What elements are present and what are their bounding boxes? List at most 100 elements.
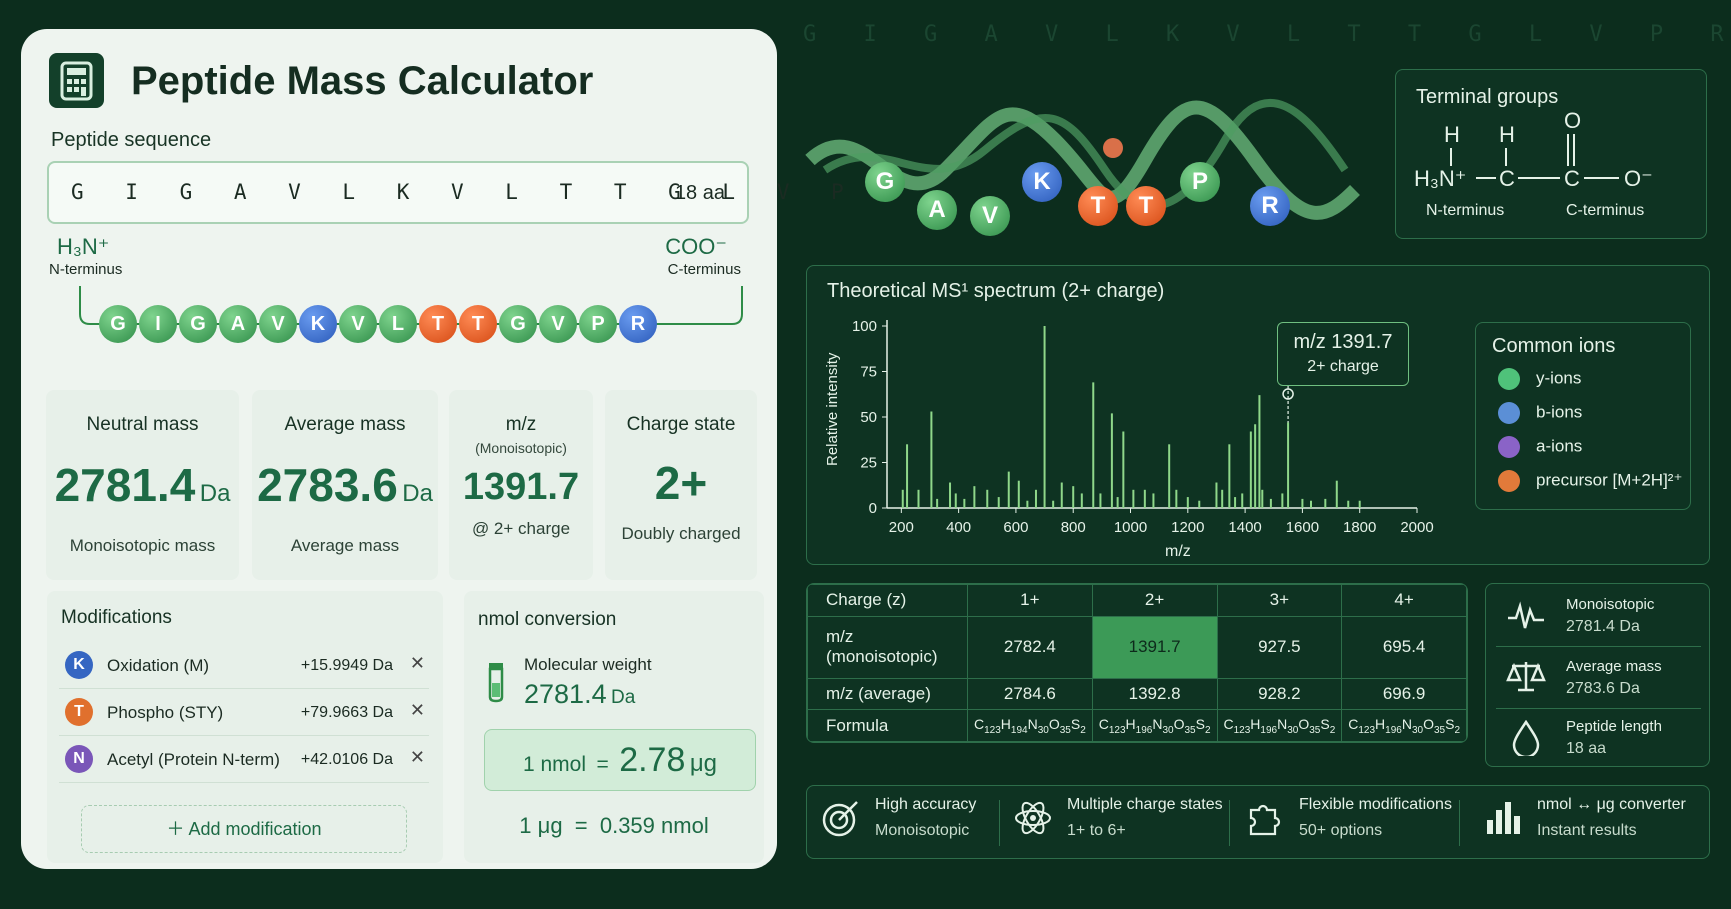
table-cell: 695.4 xyxy=(1341,615,1467,679)
charge-state-card: Charge state 2+ Doubly charged xyxy=(605,390,757,580)
terminal-n-label: N-terminus xyxy=(1426,202,1505,219)
formula-cell: C123H196N30O35S2 xyxy=(1341,709,1467,742)
neutral-mass-foot: Monoisotopic mass xyxy=(69,536,216,555)
molecular-weight-value: 2781.4 xyxy=(524,679,607,709)
spectrum-panel: Theoretical MS¹ spectrum (2+ charge) Rel… xyxy=(806,265,1710,565)
neutral-mass-heading: Neutral mass xyxy=(86,414,199,435)
sequence-input[interactable]: G I G A V L K V L T T G L V P R 18 aa xyxy=(47,161,898,224)
legend-swatch xyxy=(1498,436,1520,458)
residue-bead: V xyxy=(339,305,377,343)
legend-item: y-ions xyxy=(1498,368,1690,390)
summary-average: Average mass 2783.6 Da xyxy=(1498,648,1698,708)
puzzle-icon xyxy=(1249,804,1281,836)
nmol-right-value: 2.78 xyxy=(619,741,686,779)
legend-label: precursor [M+2H]²⁺ xyxy=(1536,470,1683,490)
sequence-value: G I G A V L K V L T T G L V P R xyxy=(71,180,913,204)
calculator-icon xyxy=(49,53,104,108)
feature-modifications-sub: 50+ options xyxy=(1299,822,1383,839)
x-tick-label: 600 xyxy=(1003,519,1028,536)
chart-legend: Common ions y-ions b-ions a-ions precursor … xyxy=(1475,322,1691,510)
terminal-c-label: C-terminus xyxy=(1566,202,1645,219)
modification-name: Oxidation (M) xyxy=(107,656,210,675)
modification-row: T Phospho (STY) +79.9663 Da ✕ xyxy=(59,690,429,736)
mz-value: 1391.7 xyxy=(462,466,580,508)
n-terminus-label: N-terminus xyxy=(49,261,123,278)
chart-title: Theoretical MS¹ spectrum (2+ charge) xyxy=(827,280,1165,302)
y-tick-label: 100 xyxy=(852,318,877,335)
x-tick-label: 1400 xyxy=(1228,519,1261,536)
residue-bead: V xyxy=(259,305,297,343)
summary-panel: Monoisotopic 2781.4 Da Average mass 2783… xyxy=(1485,583,1710,767)
residue-bead: G xyxy=(99,305,137,343)
legend-swatch xyxy=(1498,402,1520,424)
remove-modification-icon[interactable]: ✕ xyxy=(409,747,425,767)
x-tick-label: 2000 xyxy=(1400,519,1433,536)
x-tick-label: 1600 xyxy=(1286,519,1319,536)
svg-text:H: H xyxy=(1499,122,1515,147)
table-row-label: m/z (monoisotopic) xyxy=(807,615,968,679)
y-tick-label: 0 xyxy=(869,500,877,517)
modifications-panel: Modifications K Oxidation (M) +15.9949 Da ✕… xyxy=(47,591,443,863)
x-tick-label: 1000 xyxy=(1114,519,1147,536)
nmol-left: 1 nmol xyxy=(522,753,587,776)
y-tick-label: 50 xyxy=(860,409,877,426)
average-mass-foot: Average mass xyxy=(290,536,400,555)
ribbon-bead: T xyxy=(1126,186,1166,226)
molecular-weight-unit: Da xyxy=(611,687,636,708)
annotation-marker xyxy=(1282,388,1294,400)
formula-cell: C123H196N30O35S2 xyxy=(1216,709,1343,742)
table-cell: 927.5 xyxy=(1216,615,1343,679)
y-tick-label: 75 xyxy=(860,364,877,381)
neutral-mass-value: 2781.4 xyxy=(54,459,196,511)
feature-accuracy-sub: Monoisotopic xyxy=(875,822,970,839)
charge-state-heading: Charge state xyxy=(626,414,736,435)
ribbon-bead: P xyxy=(1180,162,1220,202)
average-mass-unit: Da xyxy=(402,480,433,507)
nmol-result-box: 1 nmol = 2.78 μg xyxy=(484,729,756,791)
add-modification-button[interactable]: ＋ Add modification xyxy=(81,805,407,853)
modification-badge: N xyxy=(65,745,93,773)
legend-item: b-ions xyxy=(1498,402,1690,424)
ribbon-bead: G xyxy=(865,162,905,202)
legend-swatch xyxy=(1498,368,1520,390)
neutral-mass-unit: Da xyxy=(199,480,231,507)
table-row-label: Formula xyxy=(807,709,968,742)
nmol-right-unit: μg xyxy=(689,750,718,777)
ribbon-bead: T xyxy=(1078,186,1118,226)
ribbon-bead: K xyxy=(1022,162,1062,202)
average-mass-card: Average mass 2783.6 Da Average mass xyxy=(252,390,438,580)
legend-item: precursor [M+2H]²⁺ xyxy=(1498,470,1690,492)
peak-annotation: m/z 1391.7 2+ charge xyxy=(1277,322,1409,386)
table-header-cell: 3+ xyxy=(1216,584,1343,617)
sequence-label: Peptide sequence xyxy=(51,129,212,151)
neutral-mass-card: Neutral mass 2781.4 Da Monoisotopic mass xyxy=(46,390,239,580)
remove-modification-icon[interactable]: ✕ xyxy=(409,700,425,720)
residue-bead: K xyxy=(299,305,337,343)
molecular-weight-label: Molecular weight xyxy=(524,655,652,674)
remove-modification-icon[interactable]: ✕ xyxy=(409,653,425,673)
residue-bead: I xyxy=(139,305,177,343)
legend-swatch xyxy=(1498,470,1520,492)
modification-name: Acetyl (Protein N-term) xyxy=(107,750,280,769)
modification-badge: T xyxy=(65,698,93,726)
summary-length-label: Peptide length xyxy=(1566,718,1662,735)
svg-text:C: C xyxy=(1564,166,1580,191)
droplet-icon xyxy=(1512,720,1540,756)
y-axis-label: Relative intensity xyxy=(824,352,841,466)
target-icon xyxy=(822,801,858,837)
terminal-groups-heading: Terminal groups xyxy=(1416,86,1559,108)
table-row-label: m/z (average) xyxy=(807,677,968,711)
summary-average-value: 2783.6 Da xyxy=(1566,680,1640,697)
charge-table: Charge (z) 1+ 2+ 3+ 4+ m/z (monoisotopic) 278… xyxy=(806,583,1468,743)
modification-mass: +79.9663 Da xyxy=(300,704,393,721)
sequence-length: 18 aa xyxy=(674,182,725,204)
modification-badge: K xyxy=(65,651,93,679)
c-terminus-group: COO⁻ xyxy=(665,234,727,259)
residue-bead: A xyxy=(219,305,257,343)
formula-cell: C123H196N30O35S2 xyxy=(1091,709,1218,742)
mz-foot: @ 2+ charge xyxy=(471,519,571,538)
ribbon-bead: A xyxy=(917,190,957,230)
ribbon-bead: V xyxy=(970,196,1010,236)
feature-converter-title: nmol ↔ μg converter xyxy=(1537,796,1686,813)
plus-icon: ＋ xyxy=(166,819,185,839)
